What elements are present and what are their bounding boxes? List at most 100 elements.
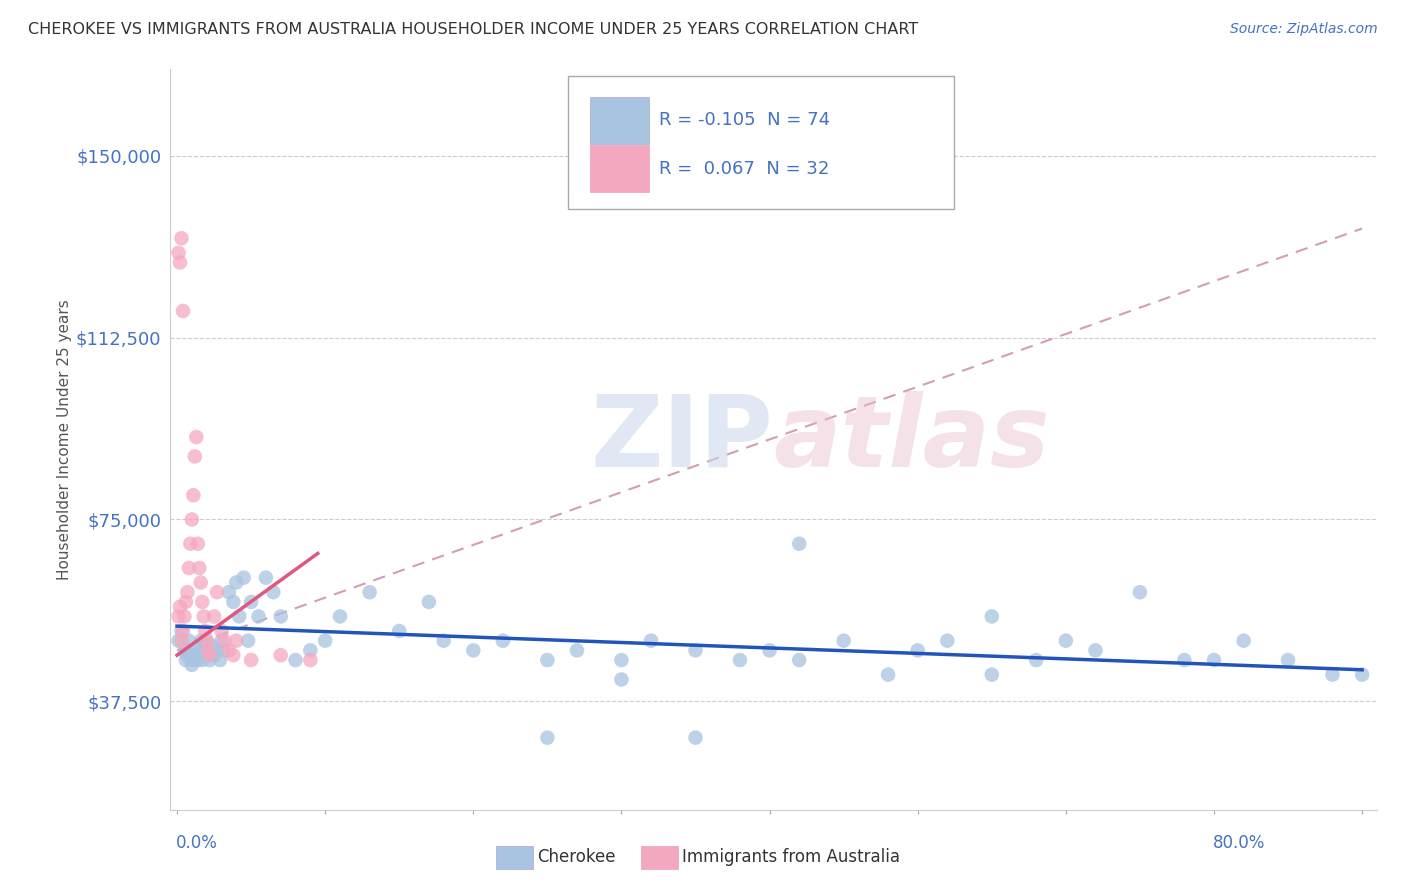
Text: 0.0%: 0.0% — [176, 834, 218, 852]
FancyBboxPatch shape — [589, 96, 650, 145]
Text: Immigrants from Australia: Immigrants from Australia — [682, 848, 900, 866]
Point — [202, 648, 225, 663]
Point — [183, 653, 205, 667]
Point — [1277, 653, 1299, 667]
Point — [262, 585, 284, 599]
Y-axis label: Householder Income Under 25 years: Householder Income Under 25 years — [58, 299, 72, 580]
Point — [194, 624, 217, 638]
Point — [186, 643, 208, 657]
Point — [225, 575, 247, 590]
Point — [167, 633, 190, 648]
Point — [176, 648, 198, 663]
Point — [270, 648, 292, 663]
Text: 80.0%: 80.0% — [1213, 834, 1265, 852]
Point — [980, 609, 1002, 624]
Point — [191, 653, 214, 667]
Point — [195, 633, 218, 648]
Point — [936, 633, 959, 648]
Text: Source: ZipAtlas.com: Source: ZipAtlas.com — [1230, 22, 1378, 37]
Point — [184, 450, 207, 464]
Point — [186, 430, 208, 444]
Point — [180, 512, 202, 526]
Point — [1351, 667, 1374, 681]
Point — [205, 585, 228, 599]
Point — [907, 643, 929, 657]
Point — [225, 633, 247, 648]
Point — [187, 537, 209, 551]
Point — [565, 643, 588, 657]
Point — [200, 639, 222, 653]
Point — [610, 673, 633, 687]
Point — [247, 609, 270, 624]
Point — [299, 643, 322, 657]
Point — [236, 633, 259, 648]
Point — [184, 648, 207, 663]
Point — [172, 304, 194, 318]
Point — [197, 643, 219, 657]
Point — [685, 643, 707, 657]
Point — [180, 657, 202, 672]
Point — [174, 653, 197, 667]
Point — [492, 633, 515, 648]
Text: CHEROKEE VS IMMIGRANTS FROM AUSTRALIA HOUSEHOLDER INCOME UNDER 25 YEARS CORRELAT: CHEROKEE VS IMMIGRANTS FROM AUSTRALIA HO… — [28, 22, 918, 37]
Point — [198, 653, 221, 667]
Point — [173, 643, 195, 657]
FancyBboxPatch shape — [589, 145, 650, 193]
Point — [640, 633, 662, 648]
Point — [173, 609, 195, 624]
Text: Cherokee: Cherokee — [537, 848, 616, 866]
Point — [208, 653, 231, 667]
Point — [1129, 585, 1152, 599]
Point — [232, 571, 254, 585]
Point — [254, 571, 277, 585]
Point — [197, 643, 219, 657]
Point — [177, 561, 200, 575]
Point — [359, 585, 381, 599]
FancyBboxPatch shape — [568, 76, 955, 210]
Point — [685, 731, 707, 745]
Point — [728, 653, 751, 667]
Point — [190, 633, 212, 648]
Point — [758, 643, 780, 657]
Point — [169, 599, 191, 614]
Text: atlas: atlas — [773, 391, 1050, 488]
Point — [193, 609, 215, 624]
Point — [222, 595, 245, 609]
Point — [270, 609, 292, 624]
Point — [536, 653, 558, 667]
Point — [877, 667, 900, 681]
Point — [188, 561, 211, 575]
Point — [1084, 643, 1107, 657]
Point — [433, 633, 456, 648]
Point — [284, 653, 307, 667]
Point — [463, 643, 485, 657]
Point — [832, 633, 855, 648]
Text: R =  0.067  N = 32: R = 0.067 N = 32 — [658, 160, 830, 178]
Point — [169, 255, 191, 269]
Point — [536, 731, 558, 745]
Point — [218, 585, 240, 599]
Point — [980, 667, 1002, 681]
Point — [202, 609, 225, 624]
Point — [610, 653, 633, 667]
Point — [167, 245, 190, 260]
Point — [1025, 653, 1047, 667]
Point — [299, 653, 322, 667]
Point — [170, 633, 193, 648]
Point — [174, 595, 197, 609]
Point — [211, 624, 233, 638]
Point — [240, 595, 263, 609]
Point — [388, 624, 411, 638]
Point — [191, 595, 214, 609]
Point — [179, 643, 201, 657]
Point — [179, 537, 201, 551]
Point — [787, 537, 810, 551]
Point — [1202, 653, 1225, 667]
Text: R = -0.105  N = 74: R = -0.105 N = 74 — [658, 112, 830, 129]
Point — [228, 609, 250, 624]
Point — [170, 231, 193, 245]
Point — [172, 624, 194, 638]
Point — [170, 624, 193, 638]
Point — [240, 653, 263, 667]
Point — [1322, 667, 1344, 681]
